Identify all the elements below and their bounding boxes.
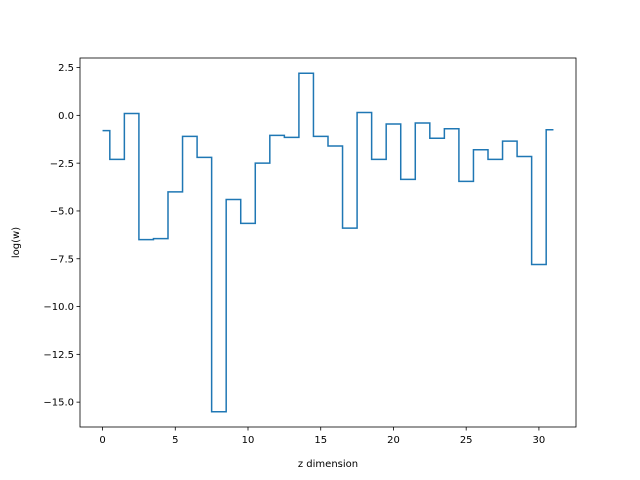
x-tick-label: 30	[533, 435, 546, 446]
x-tick-label: 20	[387, 435, 400, 446]
y-tick-label: −10.0	[43, 302, 74, 313]
x-tick-label: 10	[242, 435, 255, 446]
x-axis-ticks: 0 5 10 15 20 25 30	[99, 427, 545, 446]
y-tick-label: −15.0	[43, 398, 74, 409]
series-layer	[102, 72, 554, 413]
x-tick-label: 15	[314, 435, 327, 446]
x-tick-label: 0	[99, 435, 105, 446]
y-tick-label: −2.5	[50, 159, 74, 170]
y-axis-label: log(w)	[11, 227, 22, 258]
axes-frame	[79, 57, 577, 428]
series-line-0	[102, 72, 554, 413]
y-tick-label: −12.5	[43, 350, 74, 361]
x-tick-label: 5	[172, 435, 178, 446]
y-tick-label: 0.0	[58, 111, 74, 122]
y-tick-label: 2.5	[58, 63, 74, 74]
x-axis-label: z dimension	[298, 459, 358, 470]
y-axis-ticks: 2.5 0.0 −2.5 −5.0 −7.5 −10.0 −12.5 −15.0	[43, 63, 80, 409]
x-tick-label: 25	[460, 435, 473, 446]
y-tick-label: −7.5	[50, 254, 74, 265]
y-tick-label: −5.0	[50, 207, 74, 218]
